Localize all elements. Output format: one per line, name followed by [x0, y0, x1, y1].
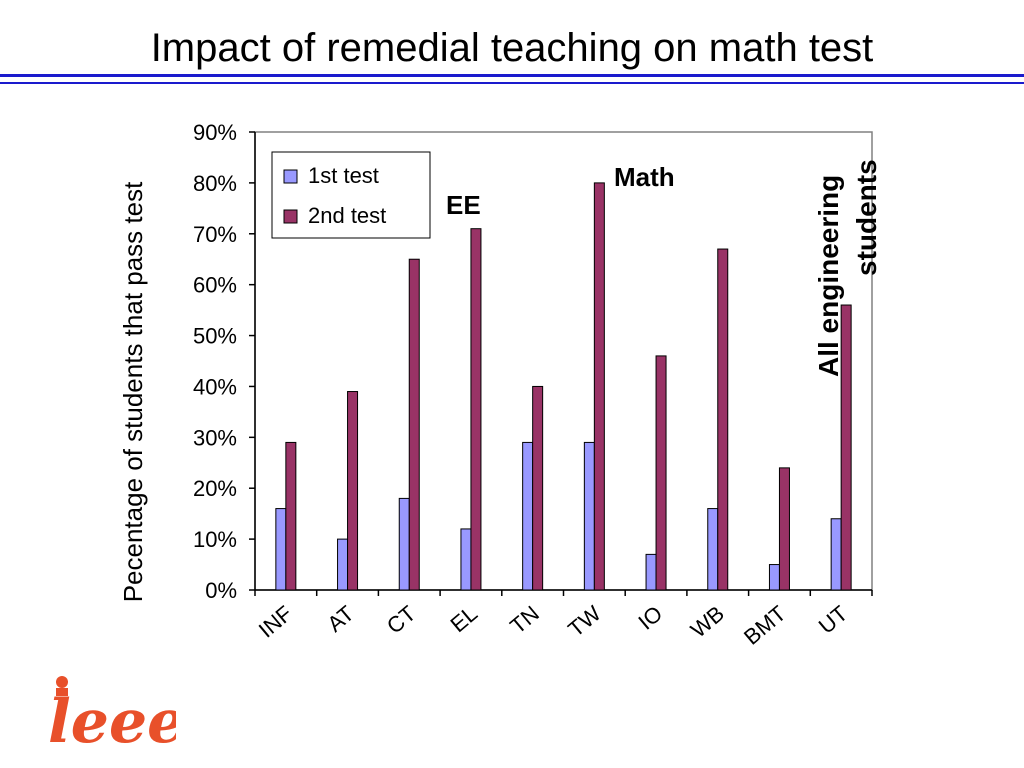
logo-text: leee — [48, 687, 176, 757]
x-tick-label: IO — [633, 601, 667, 635]
legend-swatch — [283, 209, 298, 224]
y-axis-label: Pecentage of students that pass test — [118, 181, 148, 602]
title-rule-thick — [0, 74, 1024, 77]
y-axis: 0% 10% 20% 30% 40% 50% 60% 70% 80% 90% — [193, 120, 255, 603]
legend-swatch — [283, 169, 298, 184]
y-tick-label: 90% — [193, 120, 237, 145]
y-tick-label: 50% — [193, 324, 237, 349]
bar — [347, 391, 359, 591]
bar — [275, 508, 287, 591]
slide-title: Impact of remedial teaching on math test — [150, 26, 874, 70]
y-tick-label: 20% — [193, 476, 237, 501]
bar — [768, 564, 780, 591]
bar — [408, 258, 420, 591]
annotation-ee: EE — [446, 190, 481, 220]
bar — [398, 497, 410, 591]
x-axis: INF AT CT EL TN TW IO WB BMT UT — [254, 590, 873, 650]
legend-box — [271, 151, 431, 239]
annotation-all-engineering: All engineering — [813, 175, 844, 377]
bar — [707, 508, 719, 591]
x-tick-label: EL — [445, 601, 482, 637]
annotations: EE Math All engineering students — [446, 159, 882, 377]
bar — [532, 385, 544, 591]
bar — [717, 248, 729, 591]
bar — [655, 355, 667, 591]
annotation-math: Math — [614, 162, 675, 192]
x-tick-label: WB — [686, 601, 729, 643]
logo-plug-icon — [56, 676, 68, 688]
x-tick-label: TN — [505, 601, 544, 639]
leee-logo: leee — [48, 676, 176, 757]
x-tick-label: UT — [814, 601, 853, 639]
bar — [522, 441, 534, 591]
bar — [470, 228, 482, 591]
bar — [645, 553, 657, 591]
legend-label: 1st test — [308, 163, 379, 188]
x-tick-label: INF — [254, 601, 297, 643]
bar — [778, 467, 790, 591]
y-tick-label: 70% — [193, 222, 237, 247]
bar — [840, 304, 852, 591]
x-tick-label: BMT — [739, 601, 791, 650]
annotation-students: students — [851, 159, 882, 276]
y-tick-label: 30% — [193, 425, 237, 450]
bar — [593, 182, 605, 591]
y-tick-label: 40% — [193, 374, 237, 399]
bar — [830, 518, 842, 591]
x-tick-label: TW — [563, 601, 605, 642]
bar — [583, 441, 595, 591]
bar — [337, 538, 349, 591]
bar — [285, 441, 297, 591]
x-tick-label: CT — [382, 601, 421, 639]
legend: 1st test 2nd test — [271, 151, 431, 239]
bar — [460, 528, 472, 591]
y-tick-label: 60% — [193, 273, 237, 298]
title-rule-thin — [0, 82, 1024, 84]
legend-label: 2nd test — [308, 203, 386, 228]
x-tick-label: AT — [322, 601, 358, 637]
y-tick-label: 10% — [193, 527, 237, 552]
bars — [275, 182, 852, 591]
y-tick-label: 0% — [205, 578, 237, 603]
y-tick-label: 80% — [193, 171, 237, 196]
